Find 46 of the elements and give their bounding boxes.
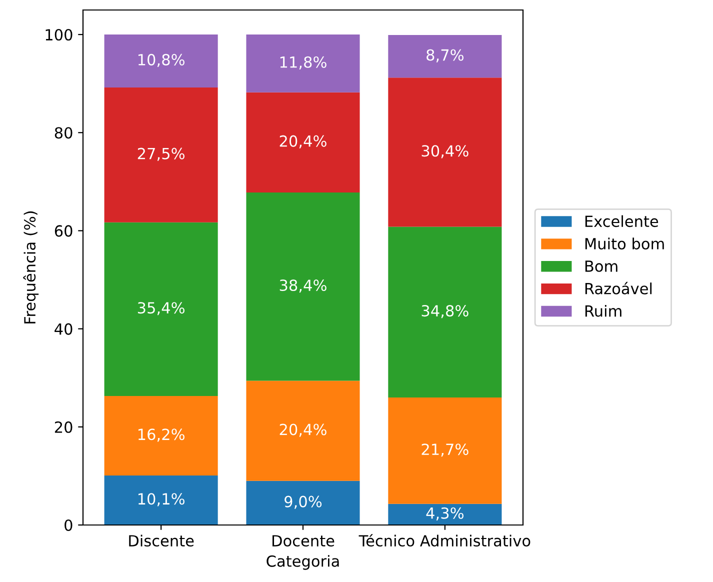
data-label: 16,2%	[138, 428, 184, 442]
data-label: 38,4%	[280, 280, 326, 293]
data-label: 34,8%	[422, 305, 468, 318]
bar	[388, 397, 502, 504]
bar	[246, 92, 360, 192]
bar	[246, 34, 360, 92]
legend-label: Bom	[585, 260, 618, 272]
bar	[246, 192, 360, 381]
bar	[104, 222, 218, 396]
y-axis-title: Frequência (%)	[23, 211, 39, 324]
legend-label: Muito bom	[585, 238, 664, 250]
bar	[388, 504, 502, 525]
data-label: 35,4%	[138, 302, 184, 316]
data-label: 27,5%	[138, 148, 184, 161]
y-tick-label: 0	[64, 519, 72, 532]
y-tick-label: 20	[54, 421, 72, 433]
y-tick-label: 100	[46, 28, 72, 41]
data-label: 4,3%	[426, 507, 464, 520]
data-label: 9,0%	[284, 496, 322, 509]
legend-label: Excelente	[585, 215, 658, 228]
bar	[104, 34, 218, 88]
data-label: 8,7%	[426, 49, 464, 62]
data-label: 20,4%	[280, 135, 326, 148]
data-label: 21,7%	[422, 444, 468, 457]
bar	[388, 226, 502, 398]
bar	[246, 480, 360, 525]
bar	[388, 35, 502, 78]
data-label: 11,8%	[280, 56, 326, 70]
bar	[388, 78, 502, 227]
bar	[104, 87, 218, 222]
bar	[104, 396, 218, 476]
legend-label: Ruim	[585, 304, 622, 317]
data-label: 30,4%	[422, 145, 468, 158]
y-tick-label: 60	[54, 225, 72, 237]
data-label: 20,4%	[280, 424, 326, 437]
bar	[246, 380, 360, 481]
y-tick-label: 40	[54, 323, 72, 335]
x-tick-label: Docente	[272, 535, 334, 547]
x-tick-label: Técnico Administrativo	[358, 534, 530, 547]
data-label: 10,8%	[138, 54, 184, 67]
legend-label: Razoável	[585, 282, 652, 294]
x-tick-label: Discente	[129, 534, 194, 547]
data-label: 10,1%	[138, 493, 184, 506]
bar	[104, 475, 218, 525]
y-tick-label: 80	[54, 127, 72, 139]
x-axis-title: Categoria	[266, 555, 339, 570]
